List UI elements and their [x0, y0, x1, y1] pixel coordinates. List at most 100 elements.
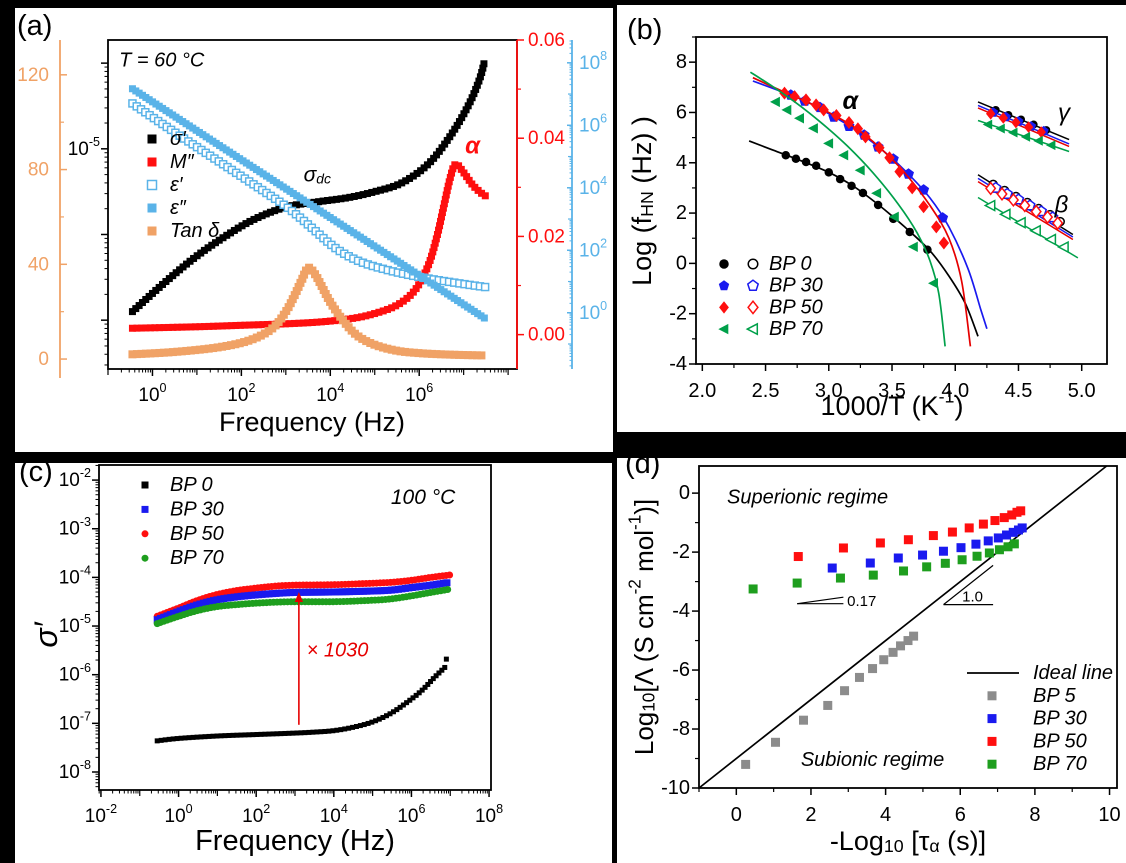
- y-tick-label: 0.06: [528, 30, 565, 51]
- data-point: [308, 319, 316, 327]
- data-point: [132, 350, 141, 359]
- y-tick-label: -10: [661, 777, 690, 799]
- y-axis-y: -4 -2 0 2 4 6 8 Log (fHN (Hz) ): [627, 36, 696, 375]
- data-point: [173, 323, 181, 331]
- panel-b-relaxation-map: 2.0 2.5 3.0 3.5 4.0 4.5 5.0 1000/T (K-1) -4 -2 0 2 4…: [617, 5, 1126, 432]
- data-point: [294, 730, 300, 736]
- data-point: [415, 281, 423, 289]
- data-point: [896, 641, 906, 651]
- data-point: [230, 226, 238, 234]
- data-point: [1052, 216, 1064, 231]
- data-point: [956, 543, 966, 553]
- data-point: [270, 731, 276, 737]
- data-point: [465, 176, 473, 184]
- x-tick-label: 4.5: [1005, 380, 1033, 402]
- data-point: [1029, 224, 1041, 237]
- data-point: [290, 730, 296, 736]
- data-point: [178, 735, 184, 741]
- data-point: [827, 563, 837, 573]
- data-point: [404, 700, 410, 706]
- data-point: [425, 681, 431, 687]
- data-point: [903, 636, 913, 646]
- annotations-layer: α γ β: [843, 87, 1072, 218]
- legend-marker: [718, 323, 729, 335]
- data-point: [262, 731, 268, 737]
- series-eps-double-prime: [128, 85, 488, 322]
- data-point: [907, 241, 918, 252]
- data-point: [370, 340, 379, 349]
- data-point: [379, 307, 387, 315]
- data-point: [350, 724, 356, 730]
- data-point: [250, 321, 258, 329]
- data-point: [219, 234, 227, 242]
- data-point: [209, 322, 217, 330]
- series-bp0-alpha-pts: [781, 150, 932, 255]
- data-point: [258, 731, 264, 737]
- data-point: [460, 169, 468, 177]
- data-point: [154, 738, 160, 744]
- data-point: [288, 295, 297, 304]
- y-tick-label: -8: [672, 718, 690, 740]
- data-point: [479, 64, 487, 72]
- x-tick-label: 4: [880, 804, 891, 826]
- data-point: [317, 318, 325, 326]
- data-point: [362, 337, 371, 346]
- data-point: [174, 736, 180, 742]
- data-point: [451, 161, 459, 169]
- data-point: [332, 195, 340, 203]
- data-point: [473, 81, 481, 89]
- data-point: [419, 687, 425, 693]
- y-tick-label: 6: [676, 101, 687, 123]
- plot-box: [695, 36, 1108, 365]
- annotation: σdc: [304, 163, 331, 186]
- y-tick-label: -6: [672, 659, 690, 681]
- data-point: [448, 129, 456, 137]
- data-point: [374, 342, 383, 351]
- annotation: Subionic regime: [801, 749, 944, 771]
- data-point: [182, 735, 188, 741]
- y-tick-label: 80: [28, 159, 49, 180]
- data-point: [315, 198, 323, 206]
- data-point: [196, 323, 204, 331]
- legend-marker: [147, 203, 157, 213]
- data-point: [394, 181, 402, 189]
- legend-label: BP 50: [170, 523, 224, 545]
- data-point: [416, 690, 422, 696]
- series-bp50: [793, 506, 1026, 562]
- data-point: [298, 730, 304, 736]
- data-point: [254, 321, 262, 329]
- data-point: [164, 348, 173, 357]
- data-point: [430, 244, 438, 252]
- panel-label-d: (d): [625, 448, 661, 480]
- x-axis-label: Frequency (Hz): [195, 825, 395, 857]
- x-tick-label: 8: [1029, 804, 1040, 826]
- data-point: [402, 177, 410, 185]
- data-point: [322, 728, 328, 734]
- data-point: [823, 700, 833, 710]
- data-point: [387, 711, 393, 717]
- data-point: [133, 324, 141, 332]
- data-point: [838, 150, 849, 161]
- data-point: [433, 151, 441, 159]
- data-point: [318, 729, 324, 735]
- data-point: [210, 733, 216, 739]
- data-point: [446, 173, 454, 181]
- data-point: [250, 215, 258, 223]
- y-tick-label: 10-8: [59, 758, 91, 782]
- annotation: Superionic regime: [727, 487, 888, 509]
- data-point: [938, 546, 948, 556]
- data-point: [893, 553, 903, 563]
- y-axis-label: Log (fHN (Hz) ): [627, 116, 657, 286]
- data-point: [319, 286, 328, 295]
- y-tick-label: 104: [579, 174, 607, 198]
- legend-marker: [719, 301, 729, 314]
- data-point: [466, 98, 474, 106]
- series-bp70-gamma-pts: [982, 119, 1056, 151]
- data-point: [978, 519, 988, 529]
- y-tick-label: 102: [579, 236, 607, 260]
- series-layer: [698, 465, 1108, 789]
